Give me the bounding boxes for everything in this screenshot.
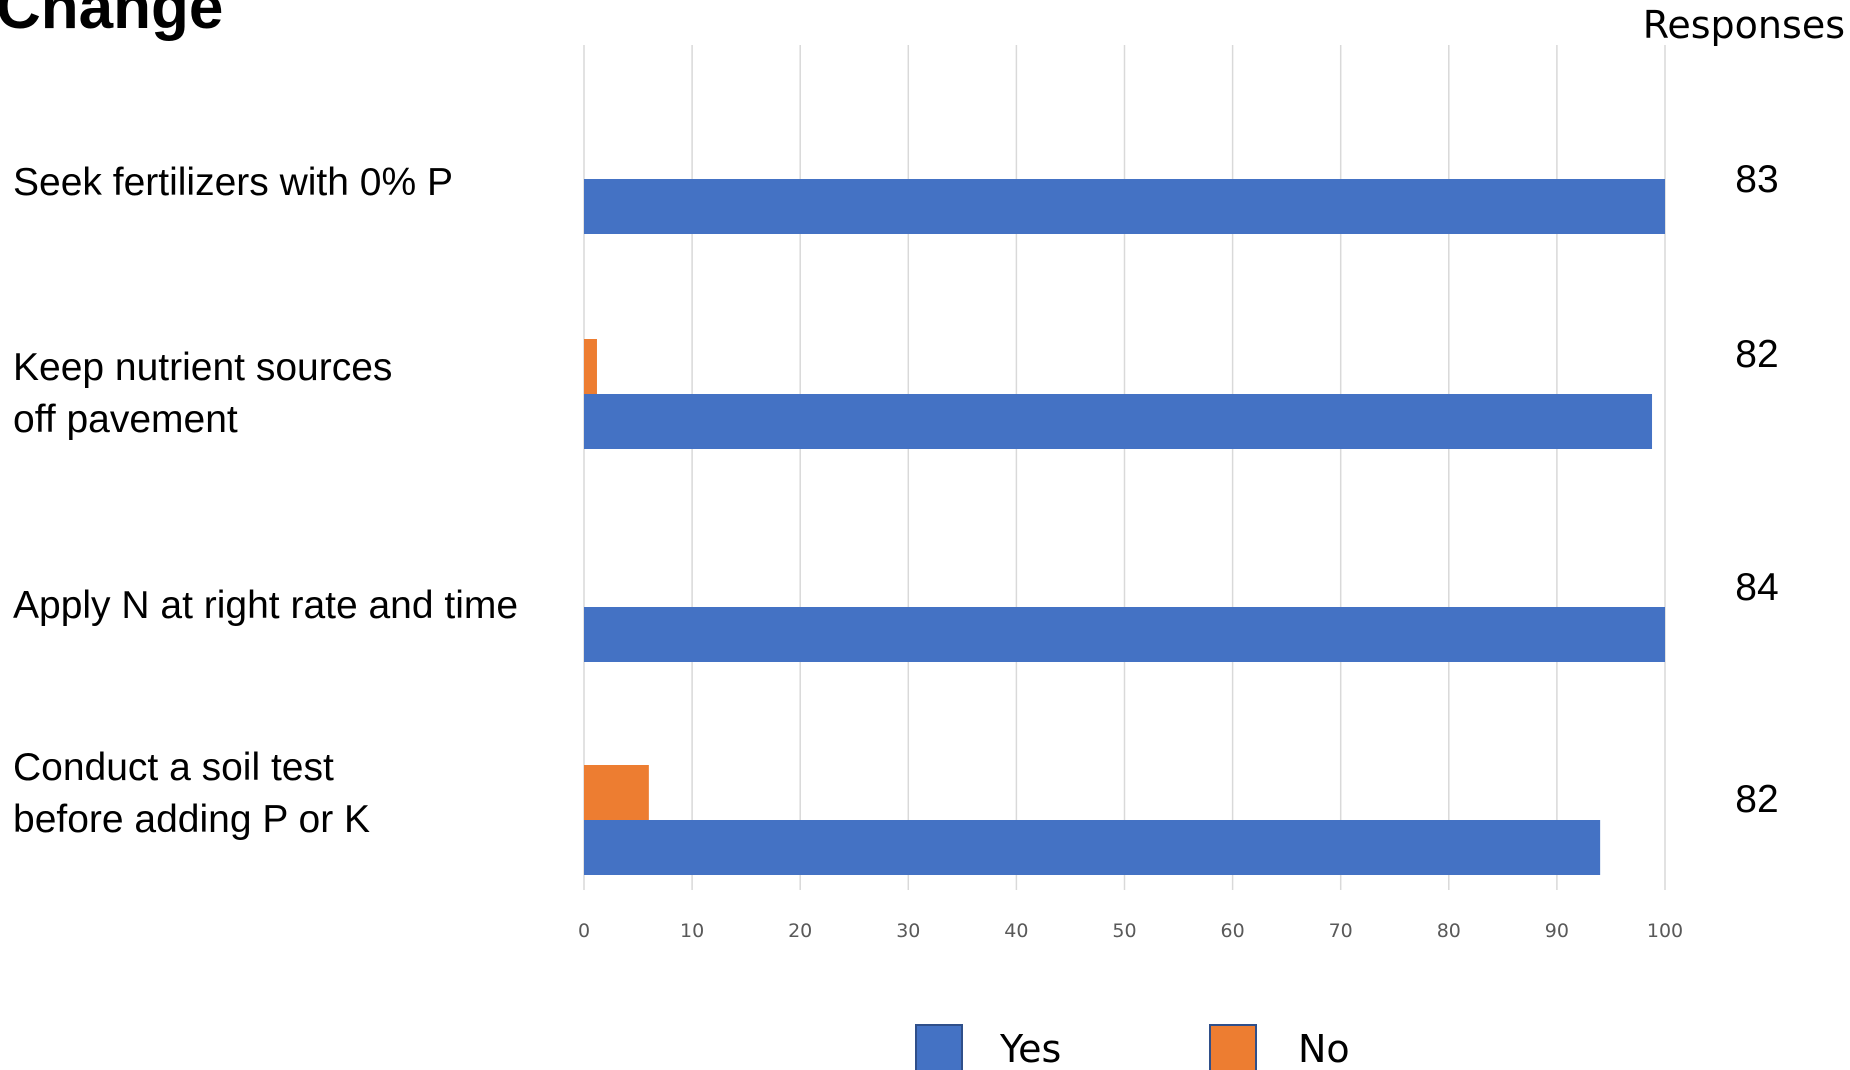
category-label-2: Keep nutrient sources: [13, 346, 392, 389]
category-label-2: off pavement: [13, 398, 238, 441]
x-tick-label: 30: [896, 920, 920, 942]
response-count-1: 83: [1735, 158, 1778, 201]
legend-swatch-no: [1209, 1024, 1257, 1070]
x-tick-label: 100: [1647, 920, 1683, 942]
x-tick-label: 40: [1004, 920, 1028, 942]
x-tick-label: 10: [680, 920, 704, 942]
bar-yes-2: [584, 394, 1653, 449]
x-tick-label: 60: [1221, 920, 1245, 942]
bar-no-2: [584, 339, 597, 394]
x-tick-label: 70: [1329, 920, 1353, 942]
response-counts: 83 82 84 82: [1735, 158, 1778, 821]
category-labels: Seek fertilizers with 0% P Keep nutrient …: [13, 161, 518, 841]
legend-label-yes: Yes: [999, 1027, 1061, 1070]
response-count-3: 84: [1735, 566, 1778, 609]
category-label-3: Apply N at right rate and time: [13, 584, 518, 627]
x-tick-label: 80: [1437, 920, 1461, 942]
bar-no-4: [584, 765, 649, 820]
x-tick-label: 0: [578, 920, 590, 942]
response-count-4: 82: [1735, 778, 1778, 821]
response-count-2: 82: [1735, 333, 1778, 376]
x-tick-label: 90: [1545, 920, 1569, 942]
category-label-4: Conduct a soil test: [13, 746, 334, 789]
x-axis-ticks: 0 10 20 30 40 50 60 70 80 90 100: [578, 920, 1683, 942]
title-fragment: Change: [0, 0, 223, 42]
legend: Yes No: [915, 1024, 1350, 1070]
bars: [584, 179, 1665, 875]
responses-header: Responses: [1643, 3, 1845, 47]
bar-yes-1: [584, 179, 1665, 234]
bar-yes-4: [584, 820, 1601, 875]
x-tick-label: 50: [1112, 920, 1136, 942]
category-label-4: before adding P or K: [13, 798, 370, 841]
bar-yes-3: [584, 607, 1665, 662]
gridlines: [583, 45, 1666, 890]
category-label-1: Seek fertilizers with 0% P: [13, 161, 453, 204]
legend-label-no: No: [1298, 1027, 1350, 1070]
legend-swatch-yes: [915, 1024, 963, 1070]
x-tick-label: 20: [788, 920, 812, 942]
